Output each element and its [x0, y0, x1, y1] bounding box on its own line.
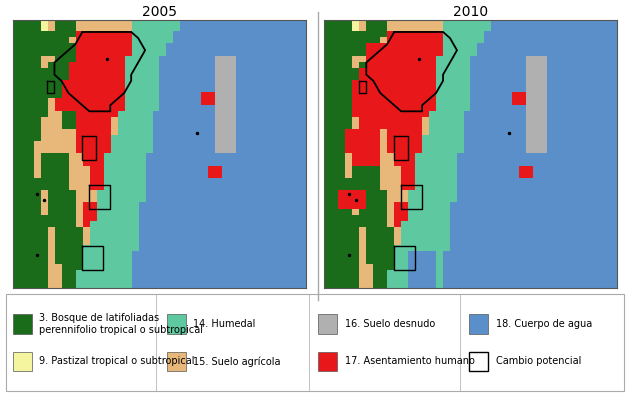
- Text: 18. Cuerpo de agua: 18. Cuerpo de agua: [496, 319, 592, 329]
- Text: 3. Bosque de latifoliadas
perennifolio tropical o subtropical: 3. Bosque de latifoliadas perennifolio t…: [39, 313, 203, 335]
- Text: 9. Pastizal tropical o subtropical: 9. Pastizal tropical o subtropical: [39, 356, 195, 367]
- Title: 2005: 2005: [142, 5, 176, 19]
- Text: 16. Suelo desnudo: 16. Suelo desnudo: [345, 319, 435, 329]
- Text: 14. Humedal: 14. Humedal: [193, 319, 256, 329]
- Title: 2010: 2010: [454, 5, 488, 19]
- Text: 15. Suelo agrícola: 15. Suelo agrícola: [193, 356, 281, 367]
- Text: Cambio potencial: Cambio potencial: [496, 356, 581, 367]
- Text: 17. Asentamiento humano: 17. Asentamiento humano: [345, 356, 474, 367]
